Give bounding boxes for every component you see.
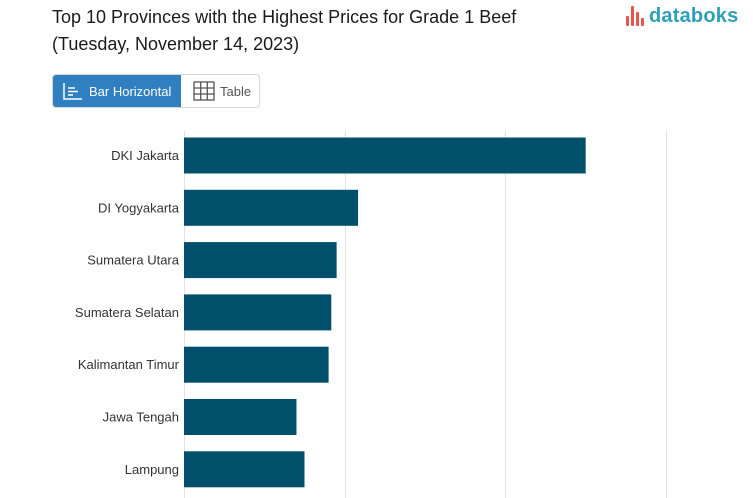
chart-title-line1: Top 10 Provinces with the Highest Prices… <box>52 7 517 27</box>
view-tabs: Bar Horizontal Table <box>52 74 260 108</box>
bar-1[interactable] <box>184 189 359 226</box>
category-label-1: DI Yogyakarta <box>98 200 180 215</box>
bar-chart-icon <box>63 83 82 100</box>
chart-subtitle: (Tuesday, November 14, 2023) <box>52 34 300 54</box>
chart-title: Top 10 Provinces with the Highest Prices… <box>52 4 592 58</box>
category-label-4: Kalimantan Timur <box>78 357 180 372</box>
category-label-6: Lampung <box>125 462 179 477</box>
category-label-0: DKI Jakarta <box>111 148 180 163</box>
bar-6[interactable] <box>184 451 305 488</box>
category-label-2: Sumatera Utara <box>87 253 180 268</box>
logo-text: databoks <box>649 4 739 27</box>
logo-bars-icon <box>626 6 646 26</box>
bar-2[interactable] <box>184 242 337 279</box>
category-label-3: Sumatera Selatan <box>75 305 179 320</box>
bar-0[interactable] <box>184 137 586 174</box>
bar-5[interactable] <box>184 399 297 435</box>
tab-bar-horizontal[interactable]: Bar Horizontal <box>53 75 181 107</box>
tab-table-label: Table <box>220 83 252 99</box>
databoks-logo[interactable]: databoks <box>626 5 738 27</box>
tab-bar-horizontal-label: Bar Horizontal <box>89 83 172 99</box>
bar-4[interactable] <box>184 346 329 383</box>
category-label-5: Jawa Tengah <box>103 410 179 425</box>
table-grid-icon <box>193 81 215 101</box>
bar-3[interactable] <box>184 294 332 331</box>
tab-table[interactable]: Table <box>181 75 259 107</box>
